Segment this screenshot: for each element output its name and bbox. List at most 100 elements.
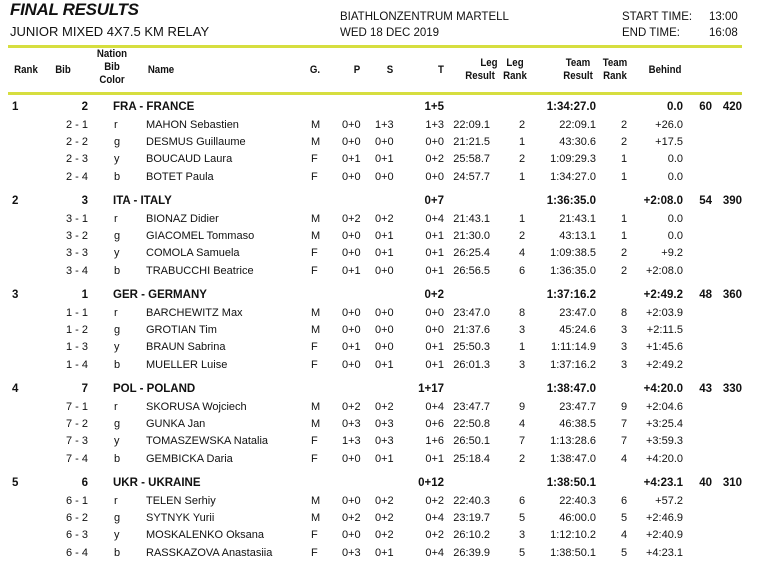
athlete-row: 3 - 4 b TRABUCCHI Beatrice F 0+1 0+0 0+1 26:56.… <box>0 265 763 282</box>
leg-rank: 1 <box>518 170 526 183</box>
team-result: 1:12:10.2 <box>550 529 596 542</box>
total: 0+1 <box>425 247 444 260</box>
col-total: T <box>438 64 444 76</box>
athlete-row: 1 - 4 b MUELLER Luise F 0+0 0+1 0+1 26:01.3 3 1:3… <box>0 359 763 376</box>
col-label: Team <box>565 57 591 69</box>
total: 1+6 <box>425 435 444 448</box>
total: 0+0 <box>425 307 444 319</box>
gender: F <box>311 170 318 183</box>
bib: 1 - 2 <box>65 324 88 337</box>
leg-result: 26:25.4 <box>453 247 490 260</box>
standing: 0+0 <box>375 264 394 277</box>
behind: +9.2 <box>661 247 683 260</box>
bib: 6 - 3 <box>65 529 88 542</box>
bib-color: b <box>114 264 121 277</box>
behind: 0.0 <box>667 170 683 183</box>
team-behind: +2:49.2 <box>643 289 683 301</box>
leg-result: 26:01.3 <box>453 358 490 371</box>
leg-rank: 3 <box>518 358 526 371</box>
athlete-row: 1 - 2 g GROTIAN Tim M 0+0 0+0 0+0 21:37.6 3 45:24… <box>0 324 763 341</box>
athlete-row: 3 - 2 g GIACOMEL Tommaso M 0+0 0+1 0+1 21:30.0 2… <box>0 230 763 247</box>
total: 0+6 <box>425 418 444 431</box>
standing: 0+1 <box>375 452 394 465</box>
leg-result: 22:09.1 <box>453 119 490 131</box>
prone: 0+0 <box>342 136 361 149</box>
athlete-name: TELEN Serhiy <box>146 495 216 507</box>
total: 0+2 <box>425 153 444 166</box>
bib-color: y <box>114 435 120 448</box>
team-result: 46:00.0 <box>559 512 596 525</box>
athlete-row: 1 - 1 r BARCHEWITZ Max M 0+0 0+0 0+0 23:47.0 8 23… <box>0 307 763 324</box>
standing: 0+1 <box>375 230 394 243</box>
col-bib: Bib <box>55 64 71 76</box>
team-result: 1:37:16.2 <box>550 358 596 371</box>
gender: M <box>311 401 321 413</box>
col-label: Bib <box>104 61 120 73</box>
total: 0+1 <box>425 230 444 243</box>
team-rank: 4 <box>620 452 628 465</box>
bib-color: g <box>114 136 121 149</box>
team-rank: 4 <box>12 383 19 395</box>
prone: 0+0 <box>342 119 361 131</box>
page-title: FINAL RESULTS <box>10 0 139 19</box>
behind: +57.2 <box>655 495 683 507</box>
behind: 0.0 <box>667 153 683 166</box>
leg-rank: 7 <box>518 435 526 448</box>
prone: 0+0 <box>342 529 361 542</box>
prone: 0+0 <box>342 452 361 465</box>
total: 0+1 <box>425 264 444 277</box>
prone: 0+3 <box>342 418 361 431</box>
gender: M <box>311 495 321 507</box>
bib: 7 - 1 <box>65 401 88 413</box>
col-label: Team <box>602 57 628 69</box>
team-result: 21:43.1 <box>559 213 596 225</box>
total: 0+2 <box>425 495 444 507</box>
team-row: 2 3 ITA - ITALY 0+7 1:36:35.0 +2:08.0 54 390 <box>0 195 763 212</box>
col-label: Result <box>465 70 495 82</box>
athlete-row: 1 - 3 y BRAUN Sabrina F 0+1 0+0 0+1 25:50.3 1 1:1… <box>0 341 763 358</box>
team-result: 22:40.3 <box>559 495 596 507</box>
athlete-row: 7 - 4 b GEMBICKA Daria F 0+0 0+1 0+1 25:18.4 2 1:… <box>0 453 763 470</box>
team-result: 1:09:29.3 <box>550 153 596 166</box>
standing: 0+0 <box>375 307 394 319</box>
leg-result: 24:57.7 <box>453 170 490 183</box>
leg-result: 26:56.5 <box>453 264 490 277</box>
behind: +2:03.9 <box>645 307 683 319</box>
col-rank: Rank <box>14 64 38 76</box>
team-result: 46:38.5 <box>559 418 596 431</box>
team-rank: 7 <box>620 435 628 448</box>
leg-rank: 4 <box>518 418 526 431</box>
team-result: 1:38:47.0 <box>550 452 596 465</box>
athlete-name: BARCHEWITZ Max <box>146 307 243 319</box>
gender: M <box>311 119 321 131</box>
team-result: 1:13:28.6 <box>550 435 596 448</box>
athlete-row: 2 - 1 r MAHON Sebastien M 0+0 1+3 1+3 22:09.1 2 2… <box>0 119 763 136</box>
standing: 0+2 <box>375 529 394 542</box>
col-label: Nation <box>96 48 128 60</box>
team-nation: POL - POLAND <box>113 383 196 395</box>
team-result: 1:38:50.1 <box>550 546 596 559</box>
team-result: 23:47.0 <box>559 307 596 319</box>
team-result: 1:36:35.0 <box>550 264 596 277</box>
bib-color: b <box>114 452 121 465</box>
prone: 0+0 <box>342 230 361 243</box>
leg-result: 21:43.1 <box>453 213 490 225</box>
col-label: Result <box>563 70 593 82</box>
prone: 0+0 <box>342 358 361 371</box>
team-rank: 3 <box>620 358 628 371</box>
athlete-row: 6 - 1 r TELEN Serhiy M 0+0 0+2 0+2 22:40.3 6 22:4… <box>0 495 763 512</box>
col-leg-rank: Leg Rank <box>502 57 528 83</box>
team-penalties: 0+7 <box>424 195 444 207</box>
behind: +2:04.6 <box>645 401 683 413</box>
team-behind: 0.0 <box>667 101 683 113</box>
prone: 0+1 <box>342 153 361 166</box>
behind: +2:46.9 <box>645 512 683 525</box>
prone: 0+0 <box>342 495 361 507</box>
team-rank: 2 <box>620 264 628 277</box>
total: 0+4 <box>425 401 444 413</box>
behind: +3:25.4 <box>645 418 683 431</box>
bib: 3 - 2 <box>65 230 88 243</box>
start-time-label: START TIME: <box>622 11 693 23</box>
team-behind: +4:20.0 <box>643 383 683 395</box>
col-team-result: Team Result <box>560 57 595 83</box>
